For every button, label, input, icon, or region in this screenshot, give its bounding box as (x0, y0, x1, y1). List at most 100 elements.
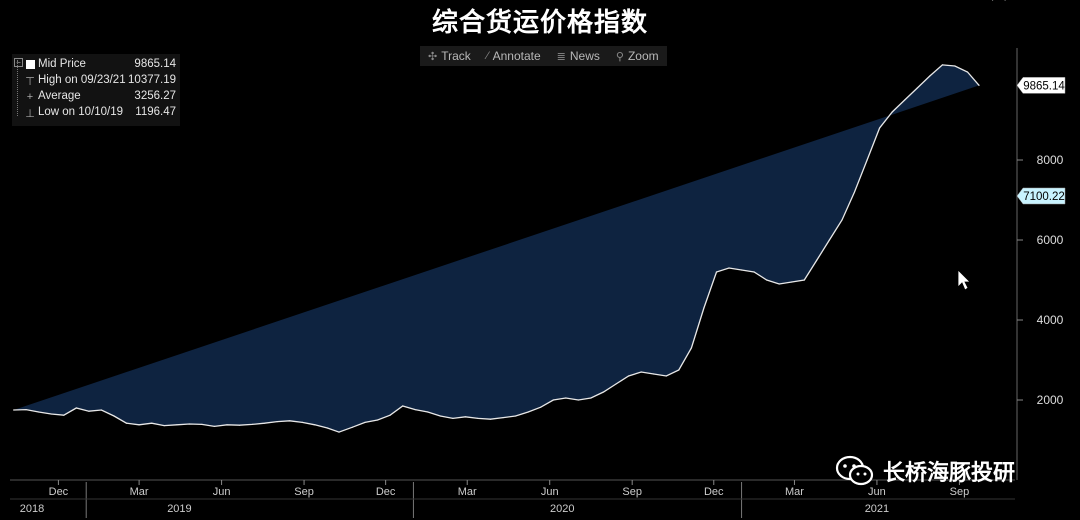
data-point (690, 347, 693, 349)
data-point (100, 409, 102, 411)
data-point (577, 399, 580, 401)
value-tag-bg (1016, 187, 1066, 205)
x-tick-label: Jun (213, 486, 231, 498)
data-point (966, 71, 969, 73)
data-point (515, 415, 517, 417)
data-point (427, 411, 429, 413)
series-line (13, 64, 980, 433)
data-point (276, 421, 278, 423)
wechat-icon (835, 455, 874, 486)
data-point (213, 425, 215, 427)
legend-label: Average (38, 90, 81, 102)
data-point (502, 417, 504, 419)
x-tick-label: Dec (49, 486, 69, 498)
legend-row-low[interactable]: ⊥ Low on 10/10/19 1196.47 (12, 106, 180, 122)
data-point (88, 410, 90, 412)
data-point (703, 307, 705, 309)
y-tick-label: 8000 (1037, 153, 1064, 167)
data-point (653, 373, 655, 375)
x-tick-label: Sep (950, 486, 970, 498)
data-point (628, 375, 630, 377)
legend-row-average[interactable]: + Average 3256.27 (12, 90, 180, 106)
data-point (138, 424, 140, 426)
data-point (226, 424, 228, 426)
data-point (75, 407, 77, 409)
data-point (414, 409, 416, 411)
data-point (151, 422, 153, 424)
data-point (439, 415, 441, 417)
annotate-label: Annotate (492, 49, 541, 63)
value-tag-label: 9865.14 (1023, 80, 1065, 92)
news-icon: ≣ (556, 50, 566, 63)
data-point (38, 411, 40, 413)
data-point (527, 411, 529, 413)
data-point (766, 279, 768, 281)
legend-value: 1196.47 (135, 106, 176, 118)
data-point (828, 239, 831, 241)
legend-value: 10377.19 (128, 74, 176, 86)
data-point (201, 423, 203, 425)
data-point (25, 409, 27, 411)
x-tick-label: Dec (376, 486, 396, 498)
legend-panel: − Mid Price 9865.14 ⊤ High on 09/23/21 1… (12, 54, 180, 126)
average-marker-icon: + (26, 91, 34, 103)
data-point (602, 391, 605, 393)
legend-row-high[interactable]: ⊤ High on 09/23/21 10377.19 (12, 74, 180, 90)
chart-toolbar: ✣ Track ⁄ Annotate ≣ News ⚲ Zoom (420, 46, 667, 66)
data-point (715, 271, 718, 273)
low-marker-icon: ⊥ (25, 108, 35, 120)
legend-tree-line (17, 60, 19, 116)
series-swatch-icon (26, 60, 35, 69)
x-tick-label: Mar (458, 486, 477, 498)
data-point (803, 279, 805, 281)
data-point (176, 424, 178, 426)
zoom-button[interactable]: ⚲ Zoom (608, 46, 667, 66)
data-point (615, 383, 617, 385)
data-point (565, 397, 567, 399)
data-point (264, 422, 266, 424)
x-tick-label: Mar (785, 486, 804, 498)
data-point (954, 65, 956, 67)
data-point (879, 127, 881, 129)
data-point (402, 405, 404, 407)
data-point (1004, 0, 1006, 1)
news-label: News (569, 49, 600, 63)
data-point (590, 397, 592, 399)
data-point (452, 417, 454, 419)
collapse-toggle-icon[interactable]: − (14, 58, 23, 67)
data-point (904, 99, 906, 101)
y-tick-label: 4000 (1037, 313, 1064, 327)
data-point (351, 426, 354, 428)
data-point (552, 399, 554, 401)
pencil-icon: ⁄ (486, 50, 489, 62)
legend-value: 3256.27 (134, 90, 176, 102)
data-point (464, 416, 466, 418)
data-point (188, 423, 190, 425)
data-point (866, 159, 868, 161)
data-point (489, 418, 492, 420)
x-tick-label: Dec (704, 486, 724, 498)
data-point (728, 267, 730, 269)
x-tick-label: Mar (130, 486, 149, 498)
legend-label: Mid Price (38, 58, 86, 70)
data-point (841, 219, 843, 221)
data-point (338, 431, 340, 433)
x-tick-label: Jun (868, 486, 886, 498)
news-button[interactable]: ≣ News (549, 46, 608, 66)
brand-watermark: 长桥海豚投研 (835, 455, 1015, 487)
data-point (678, 369, 680, 371)
x-tick-label: Sep (294, 486, 314, 498)
zoom-label: Zoom (627, 49, 659, 63)
data-point (778, 283, 780, 285)
annotate-button[interactable]: ⁄ Annotate (479, 46, 549, 66)
legend-row-mid-price[interactable]: Mid Price 9865.14 (12, 58, 180, 74)
data-point (163, 425, 165, 427)
mouse-cursor-icon (957, 269, 971, 291)
year-label: 2021 (865, 503, 889, 515)
data-point (301, 421, 303, 423)
data-point (63, 414, 65, 416)
data-point (125, 422, 128, 424)
track-button[interactable]: ✣ Track (420, 46, 479, 66)
data-point (665, 375, 667, 377)
